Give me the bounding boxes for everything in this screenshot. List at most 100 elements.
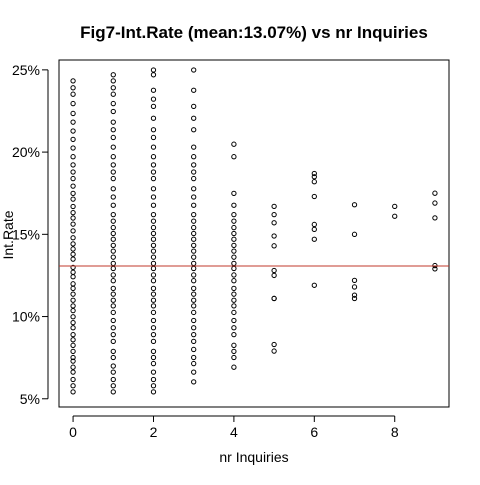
scatter-point <box>151 384 155 388</box>
scatter-point <box>232 318 236 322</box>
scatter-point <box>71 282 75 286</box>
scatter-point <box>192 128 196 132</box>
scatter-point <box>312 180 316 184</box>
scatter-point <box>111 195 115 199</box>
scatter-point <box>71 390 75 394</box>
x-tick-label: 4 <box>230 424 238 440</box>
scatter-point <box>232 225 236 229</box>
scatter-point <box>192 170 196 174</box>
scatter-point <box>111 109 115 113</box>
scatter-point <box>232 298 236 302</box>
scatter-point <box>151 326 155 330</box>
y-tick-label: 10% <box>12 309 40 325</box>
scatter-point <box>232 231 236 235</box>
scatter-point <box>192 380 196 384</box>
scatter-point <box>111 355 115 359</box>
scatter-point <box>71 349 75 353</box>
scatter-point <box>111 318 115 322</box>
scatter-point <box>192 286 196 290</box>
scatter-point <box>111 86 115 90</box>
scatter-point <box>151 286 155 290</box>
scatter-point <box>192 318 196 322</box>
scatter-point <box>272 268 276 272</box>
scatter-point <box>111 266 115 270</box>
scatter-point <box>232 365 236 369</box>
scatter-point <box>151 292 155 296</box>
scatter-point <box>151 390 155 394</box>
scatter-point <box>192 116 196 120</box>
scatter-point <box>71 146 75 150</box>
y-tick-label: 25% <box>12 62 40 78</box>
scatter-point <box>111 219 115 223</box>
scatter-point <box>151 225 155 229</box>
scatter-point <box>192 176 196 180</box>
scatter-point <box>232 332 236 336</box>
scatter-point <box>111 203 115 207</box>
scatter-point <box>151 377 155 381</box>
scatter-point <box>232 261 236 265</box>
scatter-point <box>111 155 115 159</box>
scatter-point <box>433 216 437 220</box>
scatter-point <box>71 370 75 374</box>
scatter-point <box>71 343 75 347</box>
scatter-point <box>111 370 115 374</box>
scatter-point <box>192 266 196 270</box>
scatter-point <box>71 320 75 324</box>
scatter-point <box>192 255 196 259</box>
scatter-point <box>151 88 155 92</box>
scatter-point <box>192 68 196 72</box>
scatter-point <box>111 170 115 174</box>
scatter-point <box>192 355 196 359</box>
scatter-point <box>312 222 316 226</box>
scatter-point <box>111 79 115 83</box>
scatter-point <box>232 355 236 359</box>
scatter-point <box>151 128 155 132</box>
scatter-point <box>151 68 155 72</box>
scatter-point <box>151 249 155 253</box>
scatter-point <box>192 212 196 216</box>
scatter-point <box>151 97 155 101</box>
scatter-point <box>232 155 236 159</box>
scatter-point <box>232 304 236 308</box>
scatter-point <box>111 286 115 290</box>
scatter-point <box>192 163 196 167</box>
scatter-point <box>151 332 155 336</box>
scatter-point <box>111 73 115 77</box>
scatter-point <box>111 212 115 216</box>
scatter-point <box>232 266 236 270</box>
scatter-point <box>111 225 115 229</box>
scatter-point <box>232 255 236 259</box>
scatter-point <box>71 257 75 261</box>
scatter-point <box>71 275 75 279</box>
y-tick-label: 20% <box>12 144 40 160</box>
scatter-point <box>111 364 115 368</box>
scatter-point <box>192 347 196 351</box>
scatter-point <box>71 155 75 159</box>
scatter-point <box>151 361 155 365</box>
scatter-point <box>111 237 115 241</box>
scatter-point <box>192 237 196 241</box>
scatter-point <box>71 184 75 188</box>
scatter-point <box>272 244 276 248</box>
scatter-point <box>71 163 75 167</box>
scatter-point <box>71 304 75 308</box>
scatter-point <box>111 279 115 283</box>
scatter-point <box>192 332 196 336</box>
scatter-point <box>192 279 196 283</box>
scatter-point <box>352 232 356 236</box>
scatter-point <box>232 191 236 195</box>
scatter-point <box>71 270 75 274</box>
scatter-point <box>232 279 236 283</box>
scatter-point <box>151 349 155 353</box>
scatter-point <box>272 204 276 208</box>
scatter-point <box>111 249 115 253</box>
scatter-point <box>111 176 115 180</box>
scatter-point <box>192 273 196 277</box>
scatter-point <box>151 231 155 235</box>
scatter-point <box>71 236 75 240</box>
scatter-point <box>111 273 115 277</box>
scatter-point <box>433 201 437 205</box>
scatter-point <box>71 86 75 90</box>
